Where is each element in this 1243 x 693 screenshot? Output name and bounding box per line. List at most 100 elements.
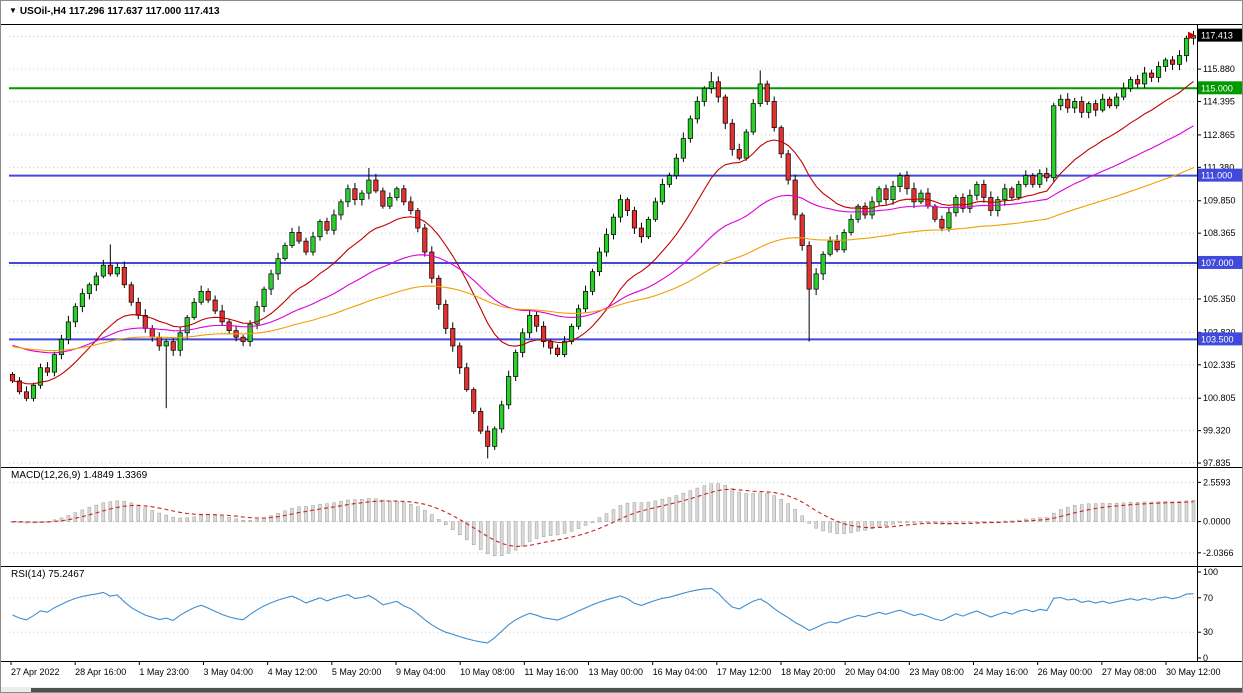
candle-body bbox=[1183, 37, 1190, 56]
macd-histogram-bar bbox=[471, 521, 476, 546]
macd-histogram-bar bbox=[751, 493, 755, 522]
macd-histogram-bar bbox=[66, 515, 71, 522]
macd-histogram-bar bbox=[821, 521, 825, 532]
rsi-line bbox=[12, 587, 1194, 644]
macd-histogram-bar bbox=[1114, 503, 1119, 522]
macd-histogram-bar bbox=[360, 499, 364, 522]
candle-body bbox=[960, 197, 966, 209]
rsi-indicator-label: RSI(14) 75.2467 bbox=[11, 569, 85, 580]
macd-histogram-bar bbox=[276, 513, 280, 522]
price-level-badge-text: 115.000 bbox=[1201, 83, 1233, 93]
candle-body bbox=[596, 251, 603, 273]
macd-histogram-bar bbox=[129, 502, 134, 522]
time-axis-label: 30 May 12:00 bbox=[1166, 667, 1221, 677]
macd-histogram-bar bbox=[583, 521, 588, 526]
current-price-arrow bbox=[1188, 31, 1196, 40]
macd-histogram-bar bbox=[59, 517, 64, 522]
macd-axis-label: -2.0366 bbox=[1203, 548, 1234, 558]
candle-body bbox=[275, 258, 281, 275]
candle-body bbox=[541, 325, 547, 342]
macd-histogram-bar bbox=[234, 518, 238, 522]
candle-body bbox=[1065, 98, 1071, 109]
candle-body bbox=[219, 310, 225, 323]
time-axis-label: 5 May 20:00 bbox=[332, 667, 382, 677]
macd-histogram-bar bbox=[814, 521, 818, 529]
candle-body bbox=[478, 411, 484, 432]
time-axis-label: 9 May 04:00 bbox=[396, 667, 446, 677]
collapse-triangle-icon[interactable]: ▼ bbox=[9, 6, 17, 15]
time-axis-label: 4 May 12:00 bbox=[268, 667, 318, 677]
macd-histogram-bar bbox=[367, 498, 371, 522]
macd-histogram-bar bbox=[332, 502, 336, 522]
macd-histogram-bar bbox=[716, 483, 721, 522]
candle-body bbox=[722, 96, 728, 124]
candle-body bbox=[394, 188, 400, 198]
candle-body bbox=[443, 304, 449, 329]
candle-body bbox=[310, 236, 316, 253]
macd-histogram-bar bbox=[576, 521, 581, 529]
candle-body bbox=[471, 389, 477, 412]
candle-body bbox=[100, 264, 106, 277]
candle-body bbox=[610, 216, 617, 235]
price-level-badge-text: 103.500 bbox=[1201, 334, 1234, 344]
macd-histogram-bar bbox=[346, 499, 350, 522]
macd-histogram-bar bbox=[388, 500, 392, 522]
price-axis-label: 108.365 bbox=[1203, 228, 1236, 238]
candle-body bbox=[876, 188, 882, 203]
macd-histogram-bar bbox=[660, 498, 665, 522]
macd-signal-line bbox=[12, 488, 1194, 547]
candle-body bbox=[785, 153, 791, 181]
macd-histogram-bar bbox=[311, 505, 315, 522]
rsi-axis-label: 30 bbox=[1203, 627, 1213, 637]
candle-body bbox=[555, 347, 561, 356]
time-axis-label: 18 May 20:00 bbox=[781, 667, 836, 677]
price-axis-label: 99.320 bbox=[1203, 426, 1231, 436]
macd-histogram-bar bbox=[171, 517, 175, 522]
candle-body bbox=[1044, 173, 1050, 179]
macd-histogram-bar bbox=[1170, 501, 1175, 522]
macd-histogram-bar bbox=[451, 521, 455, 530]
current-price-badge bbox=[1198, 28, 1242, 42]
macd-histogram-bar bbox=[269, 515, 273, 522]
price-level-badge bbox=[1198, 168, 1242, 182]
macd-histogram-bar bbox=[206, 514, 210, 522]
rsi-axis-label: 0 bbox=[1203, 653, 1208, 663]
candle-body bbox=[107, 264, 113, 275]
candle-body bbox=[485, 430, 491, 447]
macd-histogram-bar bbox=[325, 503, 329, 522]
candle-body bbox=[883, 188, 889, 201]
scrollbar-thumb[interactable] bbox=[31, 688, 1242, 692]
candle-body bbox=[282, 245, 288, 259]
candle-body bbox=[764, 83, 770, 102]
candle-body bbox=[813, 273, 819, 290]
time-axis-label: 13 May 00:00 bbox=[589, 667, 644, 677]
candle-body bbox=[1142, 72, 1148, 85]
horizontal-scrollbar-track[interactable] bbox=[1, 687, 1242, 692]
candle-body bbox=[191, 301, 197, 318]
macd-histogram-bar bbox=[786, 503, 790, 522]
macd-histogram-bar bbox=[444, 521, 448, 525]
candle-body bbox=[1156, 66, 1162, 78]
macd-histogram-bar bbox=[395, 501, 399, 522]
macd-histogram-bar bbox=[632, 502, 637, 522]
candle-body bbox=[1135, 79, 1141, 85]
candle-body bbox=[750, 103, 756, 133]
macd-histogram-bar bbox=[1100, 502, 1105, 522]
candle-body bbox=[114, 266, 120, 275]
candle-body bbox=[429, 251, 435, 279]
macd-histogram-bar bbox=[639, 502, 644, 522]
macd-histogram-bar bbox=[611, 509, 616, 522]
time-axis-label: 27 Apr 2022 bbox=[11, 667, 60, 677]
time-axis-label: 16 May 04:00 bbox=[653, 667, 708, 677]
candle-body bbox=[527, 315, 533, 334]
candle-body bbox=[338, 201, 344, 216]
candle-body bbox=[708, 81, 714, 89]
macd-histogram-bar bbox=[828, 521, 832, 533]
macd-histogram-bar bbox=[709, 483, 714, 522]
macd-histogram-bar bbox=[255, 519, 259, 522]
candle-body bbox=[317, 221, 323, 238]
chart-title-text: USOil-,H4 117.296 117.637 117.000 117.41… bbox=[19, 6, 220, 17]
time-axis-label: 3 May 04:00 bbox=[204, 667, 254, 677]
macd-histogram-bar bbox=[290, 507, 294, 522]
